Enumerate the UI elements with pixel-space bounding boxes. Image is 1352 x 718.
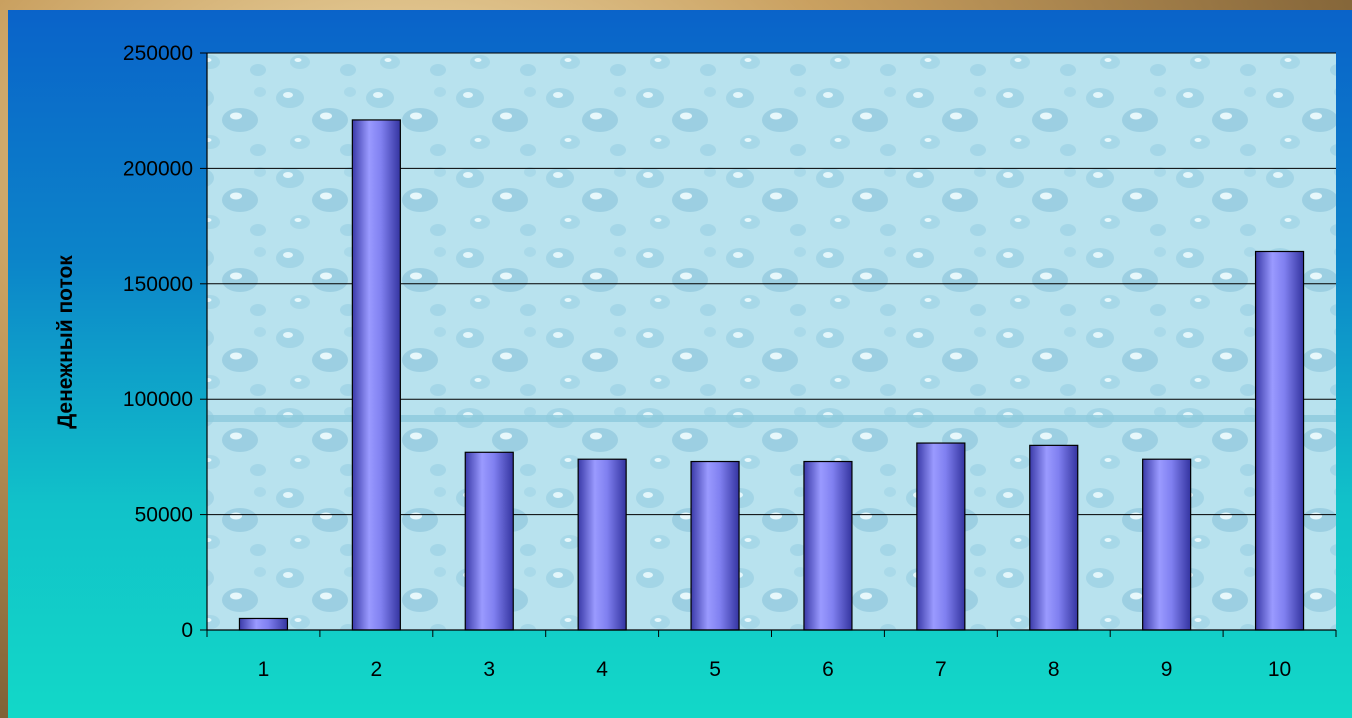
- x-tick-label: 5: [709, 658, 721, 681]
- bar: [1142, 458, 1192, 631]
- x-tick-label: 2: [371, 658, 383, 681]
- x-tick-label: 6: [822, 658, 834, 681]
- y-tick-labels: 0 50000 100000 150000 200000 250000: [123, 42, 193, 642]
- x-tick-label: 1: [258, 658, 270, 681]
- x-tick-label: 3: [483, 658, 495, 681]
- bar: [803, 460, 853, 631]
- bar: [1254, 250, 1305, 631]
- bar: [577, 458, 627, 631]
- y-axis-label: Денежный поток: [54, 255, 77, 429]
- bar: [690, 460, 740, 631]
- bar: [916, 442, 966, 631]
- x-tick-labels: 1 2 3 4 5 6 7 8 9 10: [258, 658, 1292, 681]
- y-tick-label: 250000: [123, 42, 193, 65]
- x-tick-label: 10: [1268, 658, 1291, 681]
- y-tick-label: 50000: [135, 504, 193, 527]
- bar: [351, 119, 401, 631]
- bars: [238, 119, 1305, 631]
- axes: [206, 53, 1337, 637]
- bar: [238, 617, 289, 631]
- x-tick-label: 4: [596, 658, 608, 681]
- bar: [464, 451, 514, 631]
- bar: [1029, 444, 1079, 631]
- y-tick-label: 150000: [123, 273, 193, 296]
- x-tick-label: 9: [1161, 658, 1173, 681]
- x-tick-label: 7: [935, 658, 947, 681]
- background-band: [207, 415, 1336, 422]
- x-tick-label: 8: [1048, 658, 1060, 681]
- y-tick-label: 200000: [123, 157, 193, 180]
- y-tick-label: 100000: [123, 388, 193, 411]
- y-tick-label: 0: [181, 619, 193, 642]
